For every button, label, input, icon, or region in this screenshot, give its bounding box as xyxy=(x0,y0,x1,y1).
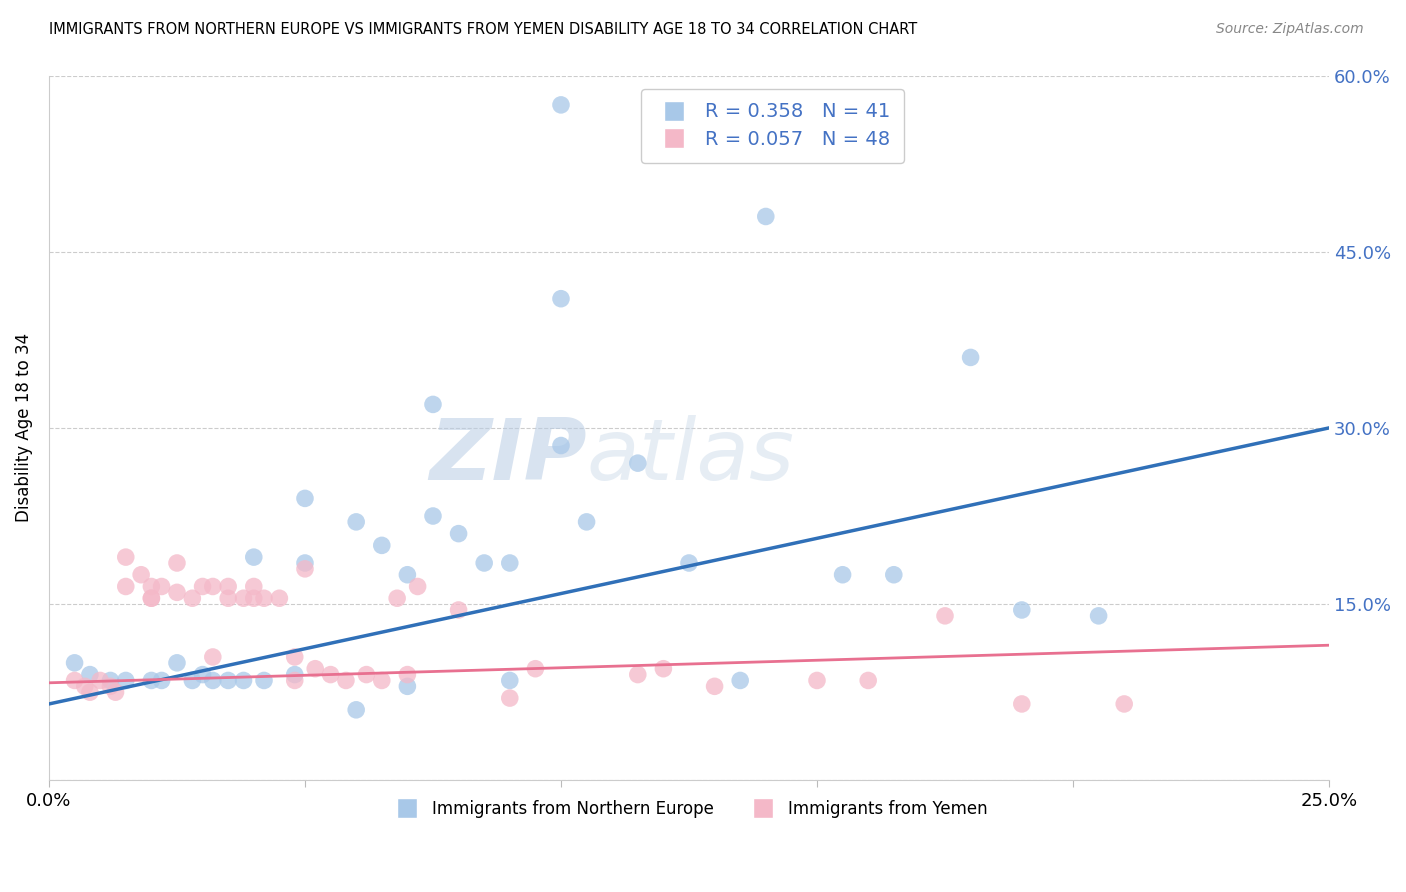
Text: IMMIGRANTS FROM NORTHERN EUROPE VS IMMIGRANTS FROM YEMEN DISABILITY AGE 18 TO 34: IMMIGRANTS FROM NORTHERN EUROPE VS IMMIG… xyxy=(49,22,918,37)
Legend: Immigrants from Northern Europe, Immigrants from Yemen: Immigrants from Northern Europe, Immigra… xyxy=(384,794,994,825)
Point xyxy=(217,673,239,688)
Point xyxy=(150,579,173,593)
Point xyxy=(114,550,136,565)
Point xyxy=(242,591,264,606)
Point xyxy=(242,550,264,565)
Point xyxy=(396,667,419,681)
Point xyxy=(104,685,127,699)
Point xyxy=(550,292,572,306)
Point xyxy=(499,691,522,706)
Point xyxy=(253,591,276,606)
Point xyxy=(181,673,204,688)
Point xyxy=(294,556,316,570)
Point xyxy=(166,656,188,670)
Point xyxy=(294,562,316,576)
Point xyxy=(284,673,307,688)
Point xyxy=(344,703,367,717)
Point xyxy=(114,579,136,593)
Point xyxy=(755,210,778,224)
Point xyxy=(396,679,419,693)
Point xyxy=(356,667,378,681)
Point xyxy=(232,591,254,606)
Point xyxy=(406,579,429,593)
Point xyxy=(100,673,122,688)
Point xyxy=(831,567,853,582)
Point xyxy=(232,673,254,688)
Point xyxy=(1087,608,1109,623)
Point xyxy=(73,679,96,693)
Point xyxy=(550,98,572,112)
Point xyxy=(141,673,163,688)
Point xyxy=(678,556,700,570)
Point xyxy=(344,515,367,529)
Point xyxy=(181,591,204,606)
Point xyxy=(141,579,163,593)
Point xyxy=(728,673,751,688)
Point xyxy=(703,679,725,693)
Point xyxy=(575,515,598,529)
Point xyxy=(304,662,326,676)
Y-axis label: Disability Age 18 to 34: Disability Age 18 to 34 xyxy=(15,334,32,523)
Point xyxy=(217,579,239,593)
Point xyxy=(627,667,650,681)
Point xyxy=(269,591,291,606)
Point xyxy=(806,673,828,688)
Point xyxy=(141,591,163,606)
Point xyxy=(191,579,214,593)
Point xyxy=(371,673,394,688)
Point xyxy=(141,591,163,606)
Point xyxy=(284,667,307,681)
Point xyxy=(959,351,981,365)
Point xyxy=(79,667,101,681)
Point xyxy=(191,667,214,681)
Point xyxy=(550,438,572,452)
Point xyxy=(856,673,879,688)
Point xyxy=(934,608,956,623)
Text: atlas: atlas xyxy=(586,415,794,498)
Point xyxy=(371,538,394,552)
Point xyxy=(652,662,675,676)
Point xyxy=(63,656,86,670)
Point xyxy=(499,673,522,688)
Point xyxy=(422,397,444,411)
Point xyxy=(201,650,224,665)
Point xyxy=(396,567,419,582)
Point xyxy=(201,673,224,688)
Point xyxy=(447,526,470,541)
Point xyxy=(79,685,101,699)
Point xyxy=(1011,697,1033,711)
Point xyxy=(63,673,86,688)
Point xyxy=(201,579,224,593)
Point xyxy=(217,591,239,606)
Point xyxy=(242,579,264,593)
Text: ZIP: ZIP xyxy=(429,415,586,498)
Point xyxy=(422,508,444,523)
Point xyxy=(447,603,470,617)
Point xyxy=(166,556,188,570)
Point xyxy=(524,662,547,676)
Point xyxy=(385,591,408,606)
Point xyxy=(253,673,276,688)
Point xyxy=(166,585,188,599)
Point xyxy=(294,491,316,506)
Point xyxy=(114,673,136,688)
Point xyxy=(89,673,111,688)
Point xyxy=(335,673,357,688)
Text: Source: ZipAtlas.com: Source: ZipAtlas.com xyxy=(1216,22,1364,37)
Point xyxy=(472,556,495,570)
Point xyxy=(150,673,173,688)
Point xyxy=(284,650,307,665)
Point xyxy=(883,567,905,582)
Point xyxy=(319,667,342,681)
Point xyxy=(129,567,152,582)
Point xyxy=(100,679,122,693)
Point xyxy=(627,456,650,470)
Point xyxy=(1114,697,1136,711)
Point xyxy=(1011,603,1033,617)
Point xyxy=(499,556,522,570)
